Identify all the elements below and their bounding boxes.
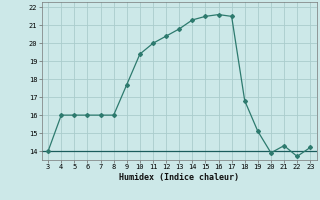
X-axis label: Humidex (Indice chaleur): Humidex (Indice chaleur) (119, 173, 239, 182)
